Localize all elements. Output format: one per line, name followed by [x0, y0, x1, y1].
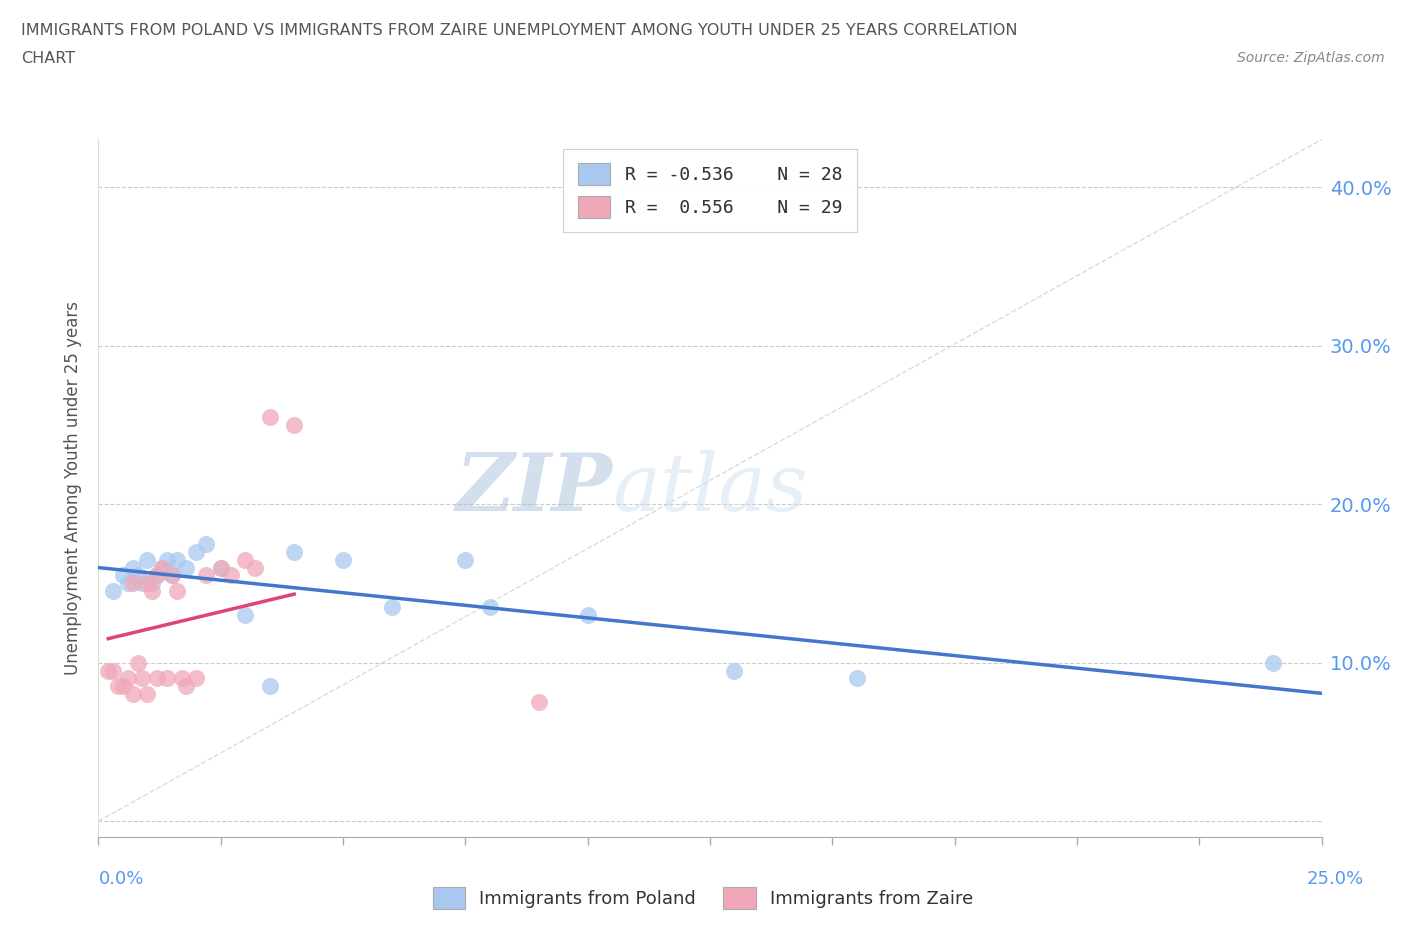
Point — [101, 663, 124, 678]
Point — [454, 552, 477, 567]
Point — [156, 552, 179, 567]
Point — [186, 671, 208, 686]
Text: IMMIGRANTS FROM POLAND VS IMMIGRANTS FROM ZAIRE UNEMPLOYMENT AMONG YOUTH UNDER 2: IMMIGRANTS FROM POLAND VS IMMIGRANTS FRO… — [21, 23, 1018, 38]
Point — [136, 687, 159, 702]
Point — [101, 584, 124, 599]
Text: 25.0%: 25.0% — [1306, 870, 1364, 888]
Point — [107, 679, 129, 694]
Y-axis label: Unemployment Among Youth under 25 years: Unemployment Among Youth under 25 years — [65, 301, 83, 675]
Text: ZIP: ZIP — [456, 449, 612, 527]
Point — [121, 687, 143, 702]
Point — [141, 584, 163, 599]
Point — [97, 663, 120, 678]
Point — [166, 584, 188, 599]
Point — [117, 576, 139, 591]
Point — [283, 544, 305, 559]
Point — [131, 576, 153, 591]
Point — [111, 568, 134, 583]
Legend: Immigrants from Poland, Immigrants from Zaire: Immigrants from Poland, Immigrants from … — [425, 880, 981, 916]
Point — [156, 671, 179, 686]
Point — [259, 409, 281, 424]
Point — [332, 552, 354, 567]
Point — [233, 607, 256, 622]
Text: atlas: atlas — [612, 449, 807, 527]
Point — [166, 552, 188, 567]
Point — [146, 568, 169, 583]
Point — [723, 663, 745, 678]
Point — [283, 418, 305, 432]
Point — [117, 671, 139, 686]
Point — [176, 679, 198, 694]
Point — [146, 568, 169, 583]
Point — [478, 600, 501, 615]
Point — [146, 671, 169, 686]
Point — [1261, 655, 1284, 670]
Text: Source: ZipAtlas.com: Source: ZipAtlas.com — [1237, 51, 1385, 65]
Point — [527, 695, 550, 710]
Point — [131, 671, 153, 686]
Point — [111, 679, 134, 694]
Point — [209, 560, 232, 575]
Point — [127, 655, 149, 670]
Point — [127, 568, 149, 583]
Point — [121, 576, 143, 591]
Point — [170, 671, 193, 686]
Legend: R = -0.536    N = 28, R =  0.556    N = 29: R = -0.536 N = 28, R = 0.556 N = 29 — [564, 149, 856, 232]
Point — [121, 560, 143, 575]
Point — [259, 679, 281, 694]
Point — [233, 552, 256, 567]
Point — [160, 568, 183, 583]
Point — [186, 544, 208, 559]
Point — [209, 560, 232, 575]
Point — [150, 560, 173, 575]
Point — [160, 568, 183, 583]
Point — [150, 560, 173, 575]
Point — [219, 568, 242, 583]
Point — [141, 576, 163, 591]
Text: 0.0%: 0.0% — [98, 870, 143, 888]
Point — [381, 600, 404, 615]
Point — [576, 607, 599, 622]
Point — [136, 552, 159, 567]
Text: CHART: CHART — [21, 51, 75, 66]
Point — [195, 537, 218, 551]
Point — [243, 560, 266, 575]
Point — [845, 671, 868, 686]
Point — [195, 568, 218, 583]
Point — [176, 560, 198, 575]
Point — [136, 576, 159, 591]
